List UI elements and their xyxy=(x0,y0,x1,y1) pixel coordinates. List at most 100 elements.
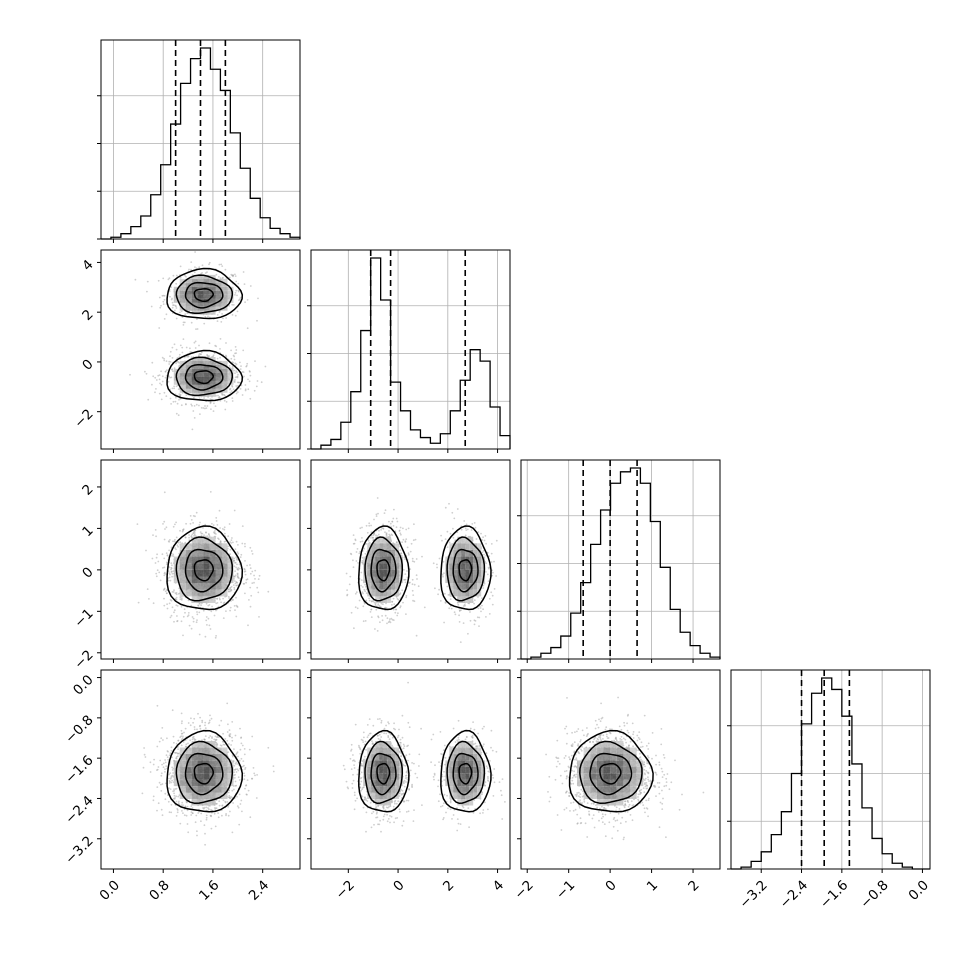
contour-line xyxy=(193,559,214,582)
sample-point xyxy=(370,531,373,533)
sample-point xyxy=(219,348,221,350)
sample-point xyxy=(208,533,210,536)
sample-point xyxy=(411,557,414,560)
sample-point xyxy=(149,771,152,773)
density-cell xyxy=(197,569,204,577)
density-cell xyxy=(215,364,222,369)
sample-point xyxy=(207,617,210,620)
sample-point xyxy=(232,275,234,278)
sample-point xyxy=(230,542,233,544)
density-cell xyxy=(197,372,204,377)
sample-point xyxy=(444,538,447,540)
density-cell xyxy=(179,583,186,590)
density-cell xyxy=(203,357,210,361)
sample-point xyxy=(233,575,236,578)
sample-point xyxy=(355,560,358,562)
density-cell xyxy=(391,563,396,570)
sample-point xyxy=(191,616,194,618)
sample-point xyxy=(175,521,178,524)
sample-point xyxy=(158,392,161,395)
sample-point xyxy=(235,566,238,569)
density-cell xyxy=(461,589,466,597)
sample-point xyxy=(453,611,456,614)
sample-point xyxy=(177,414,180,417)
sample-point xyxy=(375,608,378,611)
density-cell xyxy=(203,563,210,570)
density-cell xyxy=(197,306,204,311)
density-cell xyxy=(453,556,458,564)
sample-point xyxy=(159,579,162,582)
density-cell xyxy=(191,388,198,393)
sample-point xyxy=(346,594,348,597)
density-cell xyxy=(387,576,392,584)
sample-point xyxy=(200,812,203,815)
sample-point xyxy=(452,527,454,530)
density-cell xyxy=(227,290,234,295)
density-cell xyxy=(477,589,482,597)
sample-point xyxy=(196,318,198,320)
sample-point xyxy=(179,311,181,314)
sample-point xyxy=(237,290,240,293)
contour-line xyxy=(184,363,224,391)
sample-point xyxy=(378,604,381,607)
sample-point xyxy=(233,355,236,358)
sample-point xyxy=(235,392,238,395)
sample-point xyxy=(213,402,215,405)
density-cell xyxy=(197,278,204,283)
sample-point xyxy=(460,528,463,531)
density-cell xyxy=(221,583,228,590)
panel-frame xyxy=(100,39,301,240)
sample-point xyxy=(237,806,240,809)
sample-point xyxy=(182,528,185,531)
density-cell xyxy=(209,368,216,373)
sample-point xyxy=(234,570,237,573)
density-cell xyxy=(449,556,454,564)
density-cell xyxy=(197,563,204,570)
sample-point xyxy=(229,548,232,551)
sample-point xyxy=(170,562,173,565)
sample-point xyxy=(176,357,179,359)
sample-point xyxy=(484,535,487,537)
sample-point xyxy=(147,398,150,401)
sample-point xyxy=(379,621,381,624)
density-cell xyxy=(185,550,192,557)
sample-point xyxy=(404,573,407,575)
sample-point xyxy=(192,410,195,412)
sample-point xyxy=(363,547,365,550)
sample-point xyxy=(249,374,252,377)
sample-point xyxy=(482,584,485,587)
sample-point xyxy=(462,622,465,624)
sample-point xyxy=(258,574,261,577)
density-cell xyxy=(221,388,228,393)
density-cell xyxy=(191,583,198,590)
sample-point xyxy=(454,539,457,542)
sample-point xyxy=(230,390,233,392)
density-cell xyxy=(215,583,222,590)
contour-line xyxy=(166,349,244,402)
sample-point xyxy=(182,615,185,618)
density-cell xyxy=(203,596,210,603)
sample-point xyxy=(145,372,148,375)
sample-point xyxy=(223,528,226,531)
sample-point xyxy=(203,397,206,399)
sample-point xyxy=(410,542,413,545)
sample-point xyxy=(185,346,188,349)
sample-point xyxy=(465,529,468,531)
sample-point xyxy=(229,590,232,593)
density-cell xyxy=(221,298,228,303)
sample-point xyxy=(365,588,368,591)
sample-point xyxy=(174,538,176,541)
sample-point xyxy=(442,575,444,578)
sample-point xyxy=(204,315,207,318)
density-cell xyxy=(215,550,222,557)
sample-point xyxy=(362,592,364,595)
sample-point xyxy=(155,535,158,538)
sample-point xyxy=(203,534,205,536)
density-cell xyxy=(375,550,380,557)
sample-point xyxy=(441,539,443,542)
density-cell xyxy=(197,290,204,295)
sample-point xyxy=(189,351,192,353)
sample-point xyxy=(365,592,368,595)
density-cell xyxy=(477,563,482,570)
sample-point xyxy=(246,362,249,365)
